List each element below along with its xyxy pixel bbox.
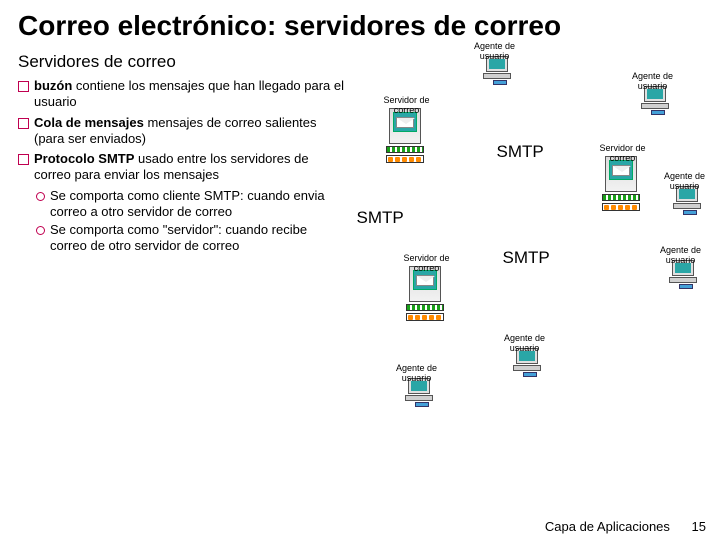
agent-label: Agente deusuario: [501, 334, 549, 353]
mail-server-icon: [601, 156, 643, 211]
agent-label: Agente deusuario: [661, 172, 709, 191]
smtp-label: SMTP: [503, 248, 550, 268]
server-label: Servidor decorreo: [379, 96, 435, 115]
subtitle: Servidores de correo: [18, 52, 345, 72]
agent-label: Agente deusuario: [629, 72, 677, 91]
footer: Capa de Aplicaciones 15: [545, 519, 706, 534]
text-column: Servidores de correo buzón contiene los …: [18, 52, 353, 452]
bullet-list: buzón contiene los mensajes que han lleg…: [18, 78, 345, 255]
sub-bullet-item: Se comporta como "servidor": cuando reci…: [36, 222, 345, 255]
chapter-label: Capa de Aplicaciones: [545, 519, 670, 534]
sub-bullet-item: Se comporta como cliente SMTP: cuando en…: [36, 188, 345, 221]
agent-label: Agente deusuario: [471, 42, 519, 61]
bullet-item: buzón contiene los mensajes que han lleg…: [18, 78, 345, 111]
bullet-item: Protocolo SMTP usado entre los servidore…: [18, 151, 345, 184]
server-label: Servidor decorreo: [399, 254, 455, 273]
diagram: Servidor decorreo Servidor decorreo Servid…: [353, 52, 712, 452]
mail-server-icon: [405, 266, 447, 321]
agent-label: Agente deusuario: [393, 364, 441, 383]
slide-title: Correo electrónico: servidores de correo: [0, 0, 720, 46]
page-number: 15: [692, 519, 706, 534]
server-label: Servidor decorreo: [595, 144, 651, 163]
smtp-label: SMTP: [497, 142, 544, 162]
agent-label: Agente deusuario: [657, 246, 705, 265]
smtp-label: SMTP: [357, 208, 404, 228]
bullet-item: Cola de mensajes mensajes de correo sali…: [18, 115, 345, 148]
mail-server-icon: [385, 108, 427, 163]
content-row: Servidores de correo buzón contiene los …: [0, 46, 720, 452]
